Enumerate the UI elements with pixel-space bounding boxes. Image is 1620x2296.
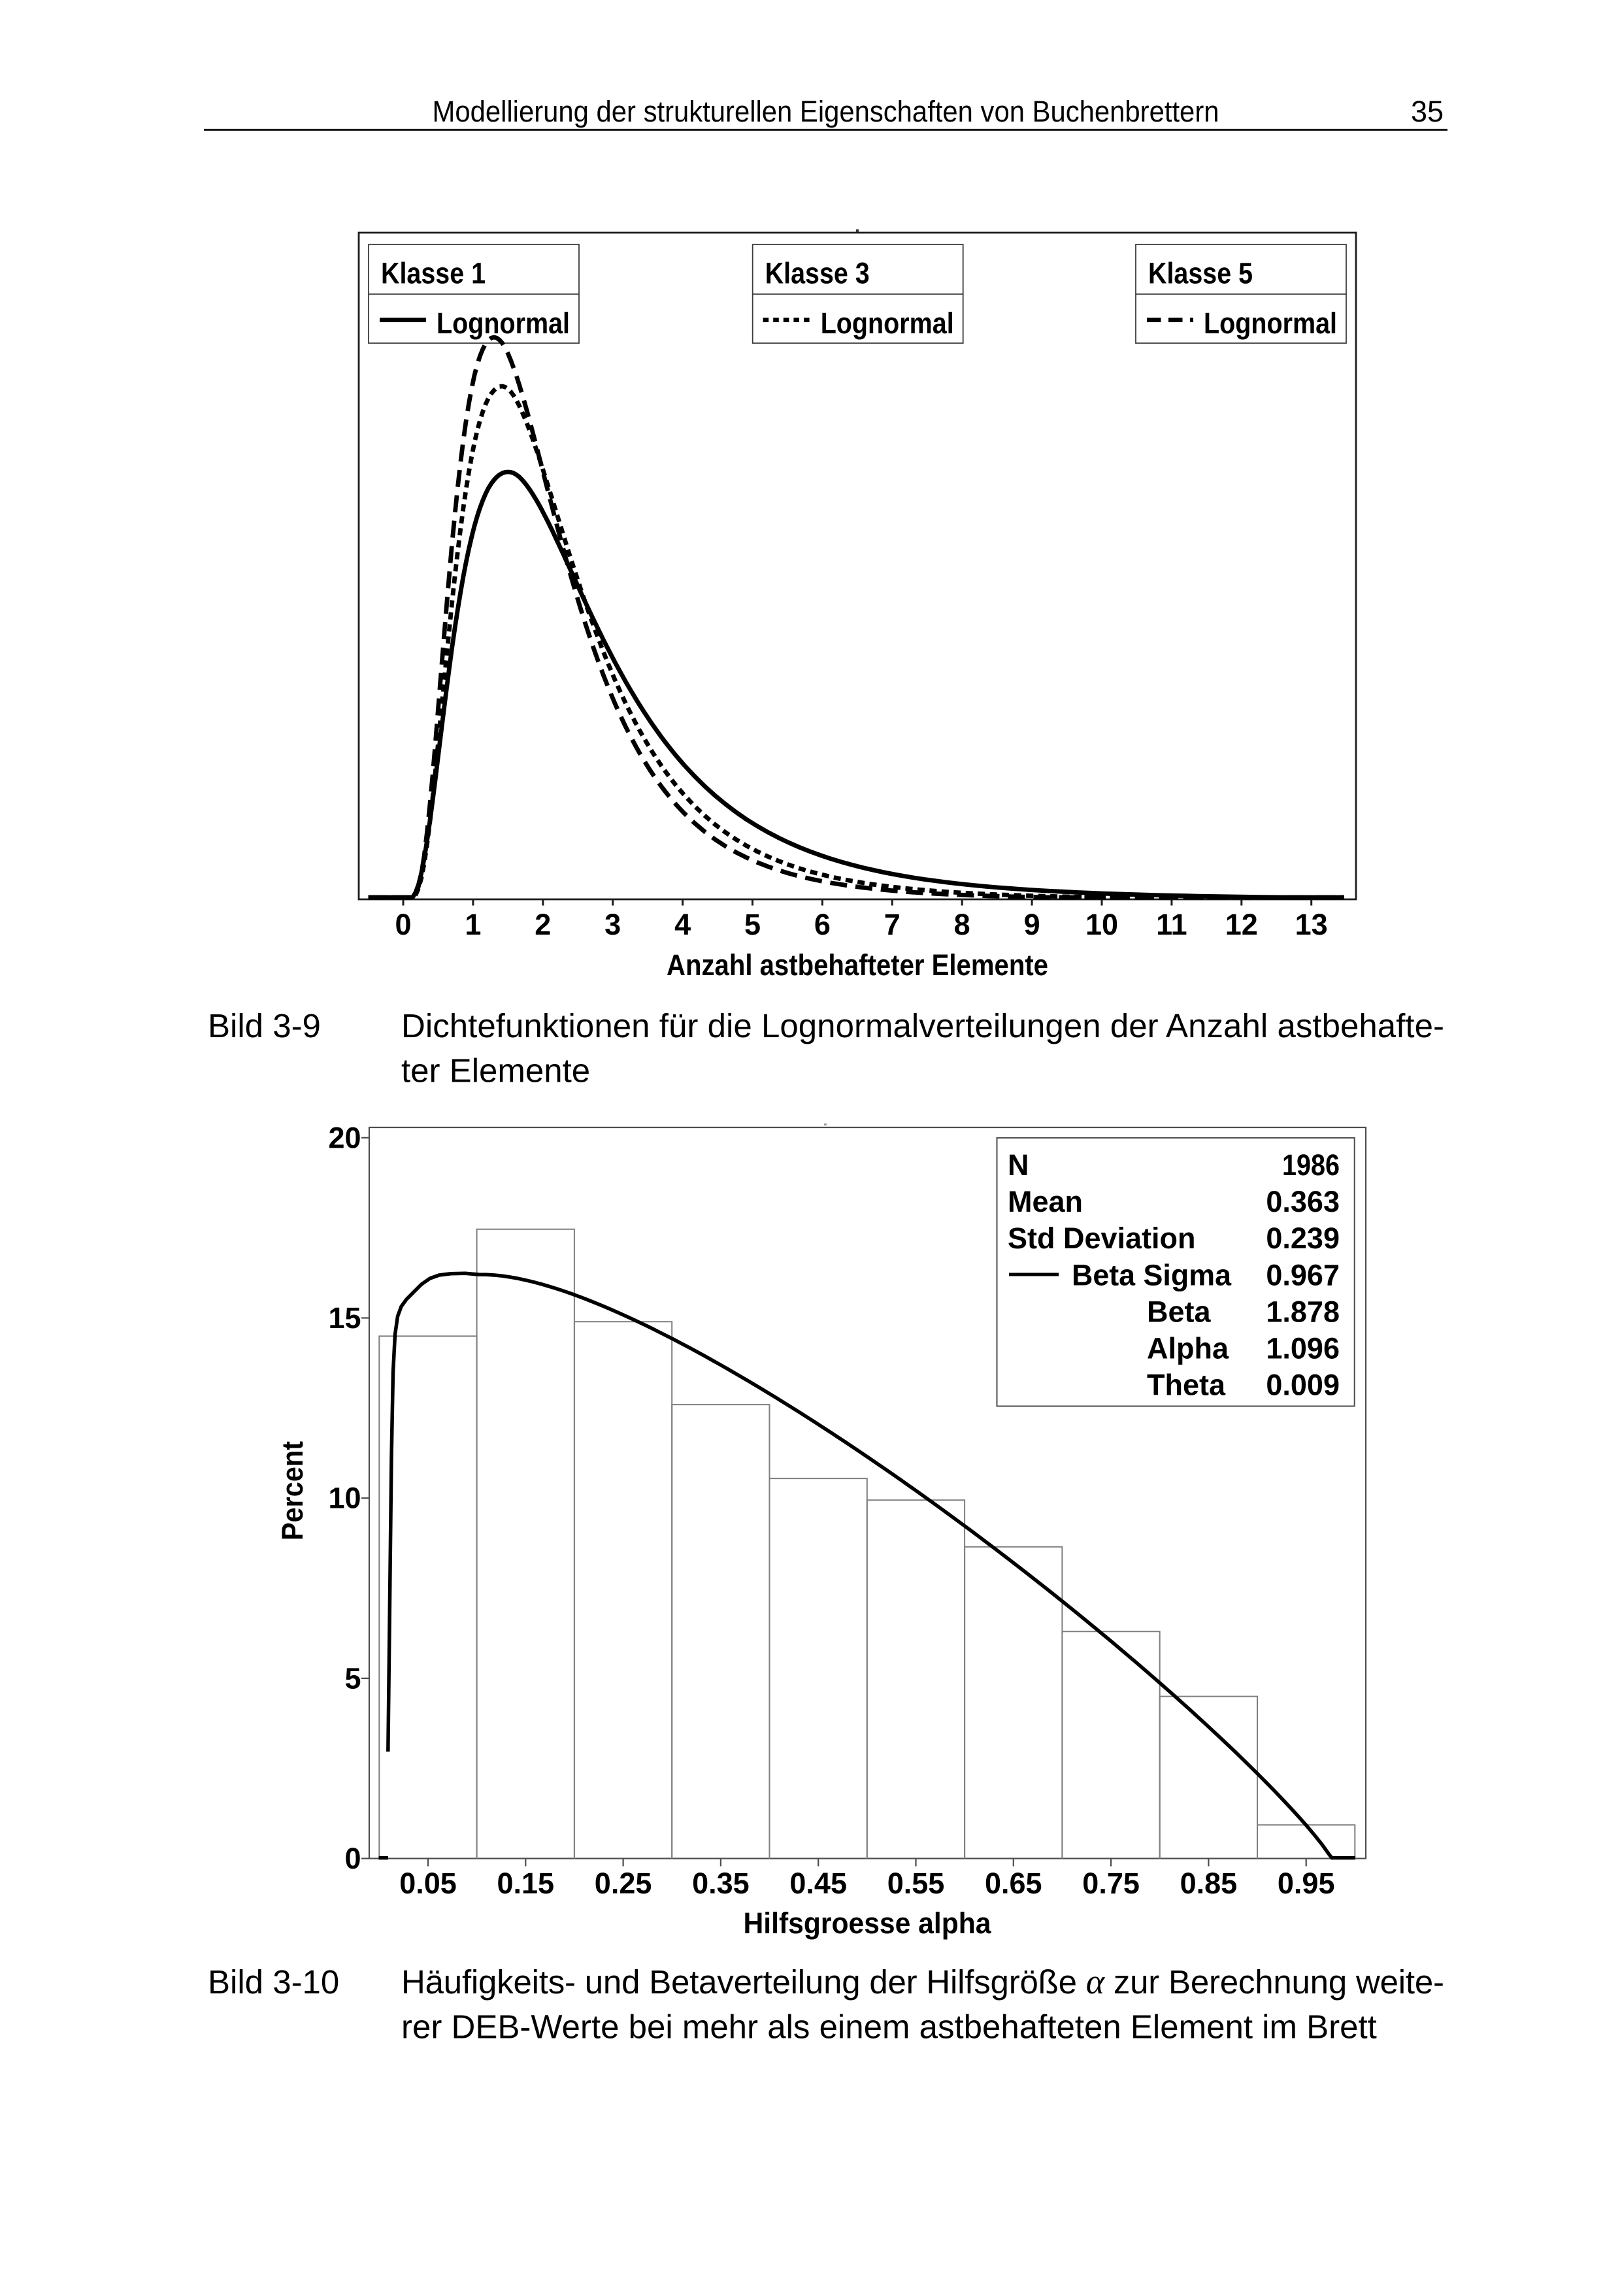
svg-text:Beta: Beta [1147,1295,1212,1328]
svg-text:0.45: 0.45 [789,1867,847,1900]
svg-text:0.95: 0.95 [1278,1867,1335,1900]
svg-text:0.239: 0.239 [1266,1222,1340,1255]
svg-text:ter Elemente: ter Elemente [401,1052,590,1090]
svg-text:8: 8 [954,908,970,941]
svg-text:Anzahl astbehafteter Elemente: Anzahl astbehafteter Elemente [667,948,1048,982]
svg-text:Std Deviation: Std Deviation [1008,1222,1196,1255]
svg-text:0.75: 0.75 [1082,1867,1140,1900]
svg-text:0.363: 0.363 [1266,1185,1340,1218]
svg-text:0.15: 0.15 [497,1867,555,1900]
svg-text:12: 12 [1225,908,1258,941]
svg-text:Bild 3-9: Bild 3-9 [208,1007,321,1044]
svg-text:Lognormal: Lognormal [821,307,954,340]
svg-text:11: 11 [1156,908,1187,941]
svg-text:Alpha: Alpha [1147,1332,1229,1365]
svg-text:Theta: Theta [1147,1369,1226,1402]
svg-text:6: 6 [814,908,831,941]
svg-text:0: 0 [395,908,411,941]
svg-text:1.878: 1.878 [1266,1295,1340,1328]
svg-text:1: 1 [465,908,481,941]
svg-text:5: 5 [344,1661,361,1695]
svg-text:Bild 3-10: Bild 3-10 [208,1963,339,2001]
svg-text:Mean: Mean [1008,1185,1083,1218]
svg-text:0.85: 0.85 [1180,1867,1238,1900]
svg-text:0: 0 [344,1842,361,1875]
svg-text:Häufigkeits- und Betaverteilun: Häufigkeits- und Betaverteilung der Hilf… [401,1962,1444,2001]
svg-text:4: 4 [674,908,691,941]
svg-text:3: 3 [604,908,621,941]
svg-text:Modellierung der strukturellen: Modellierung der strukturellen Eigenscha… [433,95,1219,128]
svg-text:7: 7 [884,908,901,941]
svg-text:0.009: 0.009 [1266,1369,1340,1402]
svg-text:9: 9 [1024,908,1040,941]
svg-text:Dichtefunktionen für die Logno: Dichtefunktionen für die Lognormalvertei… [401,1007,1444,1044]
svg-text:10: 10 [328,1482,361,1515]
svg-text:Hilfsgroesse alpha: Hilfsgroesse alpha [744,1906,992,1940]
svg-text:5: 5 [744,908,761,941]
svg-text:Klasse 3: Klasse 3 [765,257,870,290]
svg-text:Percent: Percent [276,1441,309,1540]
svg-text:N: N [1008,1148,1029,1182]
svg-text:Lognormal: Lognormal [1204,307,1337,340]
svg-text:0.25: 0.25 [595,1867,652,1900]
svg-text:0.967: 0.967 [1266,1258,1340,1291]
svg-text:0.35: 0.35 [692,1867,750,1900]
svg-text:20: 20 [328,1121,361,1154]
svg-text:0.65: 0.65 [985,1867,1042,1900]
svg-text:Klasse 5: Klasse 5 [1148,257,1253,290]
svg-text:Beta Sigma: Beta Sigma [1072,1258,1232,1291]
svg-text:0.05: 0.05 [399,1867,457,1900]
svg-text:rer DEB-Werte bei mehr als ein: rer DEB-Werte bei mehr als einem astbeha… [401,2008,1377,2046]
svg-text:15: 15 [328,1301,361,1335]
svg-text:35: 35 [1411,95,1444,128]
svg-text:13: 13 [1295,908,1328,941]
svg-text:10: 10 [1085,908,1118,941]
svg-text:Klasse 1: Klasse 1 [381,257,486,290]
svg-text:1986: 1986 [1282,1148,1340,1182]
svg-text:0.55: 0.55 [887,1867,945,1900]
svg-text:1.096: 1.096 [1266,1332,1340,1365]
svg-text:Lognormal: Lognormal [437,307,570,340]
svg-text:2: 2 [535,908,551,941]
